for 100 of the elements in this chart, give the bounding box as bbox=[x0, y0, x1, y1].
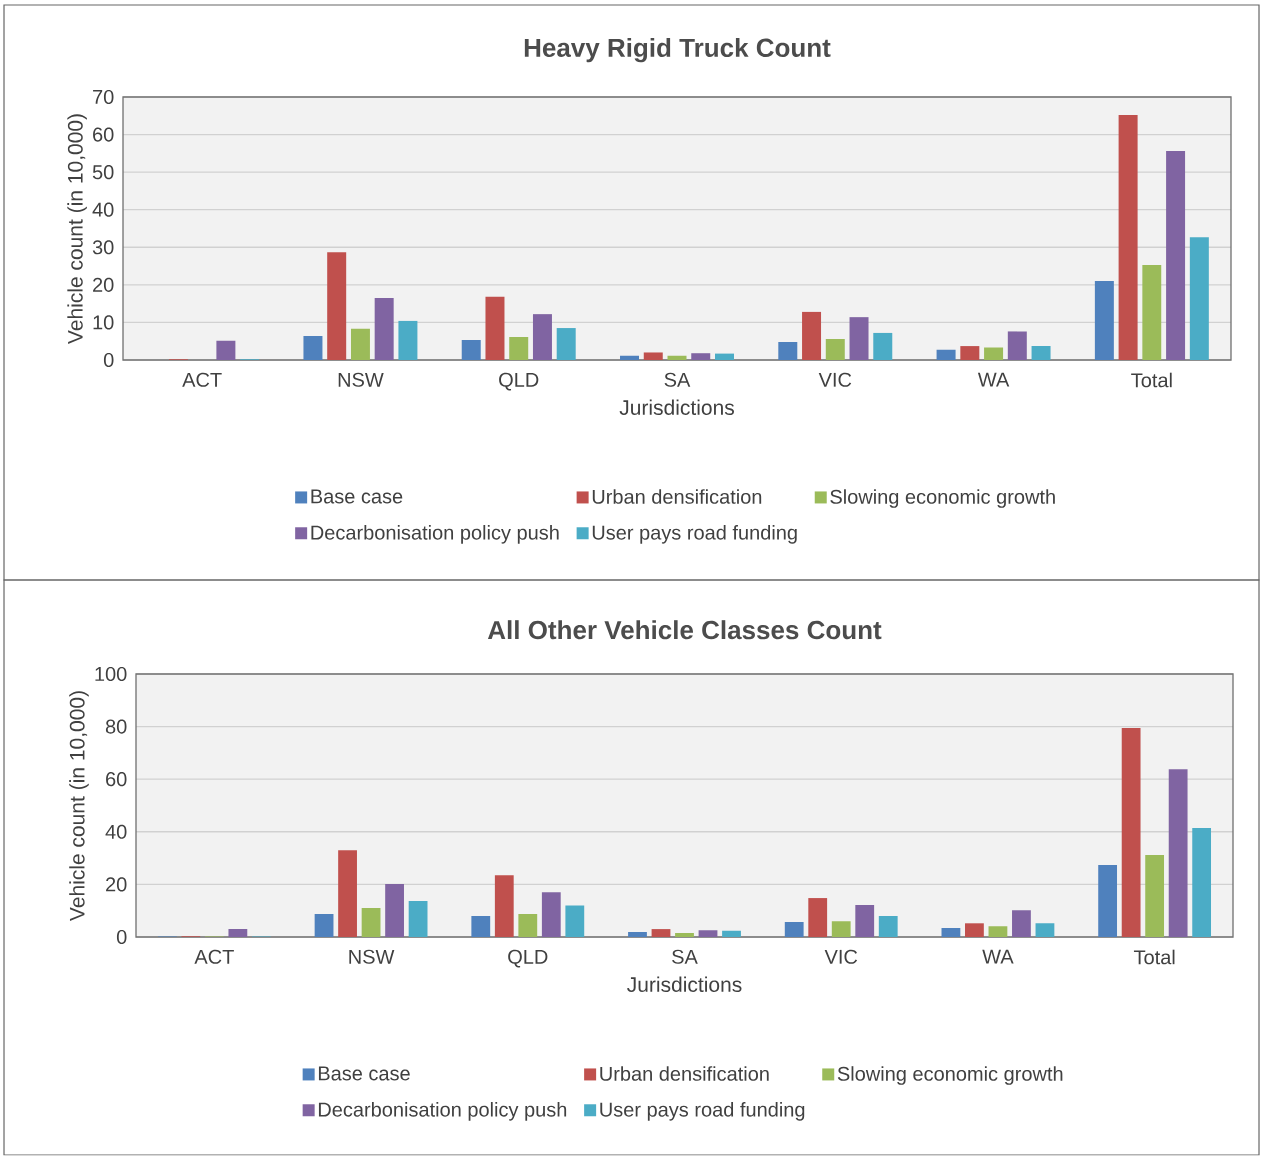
bar bbox=[936, 350, 956, 361]
bar bbox=[1012, 910, 1031, 938]
bar bbox=[518, 914, 538, 938]
bar bbox=[1118, 115, 1138, 361]
bar bbox=[825, 339, 845, 361]
bar bbox=[385, 884, 404, 938]
bar bbox=[314, 914, 334, 938]
bar bbox=[556, 328, 576, 361]
bar bbox=[408, 901, 428, 938]
bar bbox=[1094, 281, 1114, 361]
bar bbox=[831, 921, 851, 938]
legend-label: User pays road funding bbox=[592, 525, 797, 544]
x-tick-label: VIC bbox=[824, 949, 858, 965]
y-tick-label: 60 bbox=[93, 127, 114, 142]
bar bbox=[1192, 828, 1212, 938]
bar bbox=[778, 342, 798, 361]
bar bbox=[643, 352, 663, 361]
bar bbox=[541, 892, 561, 938]
y-tick-label: 20 bbox=[93, 277, 114, 293]
bar bbox=[1168, 769, 1188, 938]
y-tick-label: 80 bbox=[105, 719, 127, 734]
bar bbox=[808, 898, 828, 938]
y-tick-label: 50 bbox=[92, 165, 114, 180]
legend-label: Slowing economic growth bbox=[837, 1066, 1063, 1086]
bar bbox=[988, 926, 1008, 938]
chart-title: All Other Vehicle Classes Count bbox=[487, 620, 882, 640]
bar bbox=[960, 346, 980, 361]
x-axis-title: Jurisdictions bbox=[627, 976, 742, 993]
x-tick-label: WA bbox=[982, 949, 1014, 964]
bar bbox=[873, 333, 893, 361]
x-tick-label: VIC bbox=[818, 372, 852, 388]
bar bbox=[509, 337, 529, 361]
y-tick-label: 40 bbox=[105, 824, 127, 840]
bar bbox=[1166, 151, 1186, 361]
y-tick-label: 60 bbox=[106, 772, 127, 787]
x-tick-label: NSW bbox=[338, 372, 384, 388]
legend-label: Slowing economic growth bbox=[830, 489, 1055, 509]
legend-label: Urban densification bbox=[592, 489, 762, 505]
bar bbox=[216, 341, 236, 361]
bar bbox=[675, 933, 694, 938]
y-tick-label: 0 bbox=[103, 353, 114, 368]
bar bbox=[651, 929, 671, 938]
bar bbox=[628, 932, 647, 938]
bar bbox=[1035, 923, 1055, 938]
bar bbox=[532, 314, 552, 361]
y-tick-label: 40 bbox=[92, 202, 114, 217]
x-tick-label: QLD bbox=[508, 949, 548, 968]
x-axis-title: Jurisdictions bbox=[619, 399, 734, 416]
x-tick-label: WA bbox=[977, 372, 1010, 387]
bar bbox=[228, 929, 248, 938]
x-tick-label: Total bbox=[1133, 949, 1175, 965]
bar bbox=[374, 298, 394, 361]
bar bbox=[565, 905, 585, 938]
bar bbox=[1121, 728, 1141, 938]
legend-label: Urban densification bbox=[600, 1066, 769, 1082]
bar bbox=[620, 356, 640, 361]
legend-label: Base case bbox=[311, 489, 403, 504]
legend-label: User pays road funding bbox=[600, 1102, 805, 1121]
bar bbox=[494, 875, 514, 938]
x-tick-label: NSW bbox=[349, 949, 395, 965]
y-tick-label: 10 bbox=[93, 315, 114, 330]
bar bbox=[398, 321, 418, 361]
bar bbox=[1189, 237, 1209, 361]
x-tick-label: SA bbox=[664, 372, 691, 388]
x-tick-label: QLD bbox=[499, 372, 539, 391]
bar bbox=[303, 336, 323, 361]
bar bbox=[691, 353, 711, 361]
bar bbox=[802, 312, 822, 361]
legend-label: Base case bbox=[318, 1066, 410, 1081]
bar bbox=[849, 317, 869, 361]
y-axis-title: Vehicle count (in 10,000) bbox=[69, 691, 89, 922]
x-tick-label: ACT bbox=[182, 372, 222, 388]
y-tick-label: 0 bbox=[116, 930, 127, 945]
bar bbox=[1007, 331, 1027, 361]
y-axis-title: Vehicle count (in 10,000) bbox=[67, 114, 87, 345]
bar bbox=[784, 922, 804, 938]
x-tick-label: Total bbox=[1131, 372, 1172, 388]
bar bbox=[941, 928, 961, 938]
y-tick-label: 30 bbox=[92, 240, 114, 255]
y-tick-label: 100 bbox=[95, 667, 127, 682]
bar bbox=[1098, 865, 1118, 938]
bar bbox=[1145, 855, 1165, 938]
y-tick-label: 20 bbox=[106, 877, 127, 892]
bar bbox=[350, 329, 370, 361]
bar bbox=[327, 252, 347, 361]
bar bbox=[461, 340, 481, 361]
legend-label: Decarbonisation policy push bbox=[311, 525, 559, 544]
bar bbox=[1031, 346, 1051, 361]
bar bbox=[965, 923, 984, 938]
bar bbox=[1142, 265, 1162, 361]
x-tick-label: ACT bbox=[194, 949, 234, 965]
x-tick-label: SA bbox=[672, 949, 698, 965]
bar bbox=[722, 930, 741, 938]
legend-label: Decarbonisation policy push bbox=[318, 1102, 567, 1121]
bar bbox=[667, 356, 687, 361]
bar bbox=[471, 916, 491, 938]
bar bbox=[698, 930, 718, 938]
chart-title: Heavy Rigid Truck Count bbox=[524, 38, 831, 63]
bar bbox=[855, 905, 875, 938]
bar bbox=[878, 916, 898, 938]
